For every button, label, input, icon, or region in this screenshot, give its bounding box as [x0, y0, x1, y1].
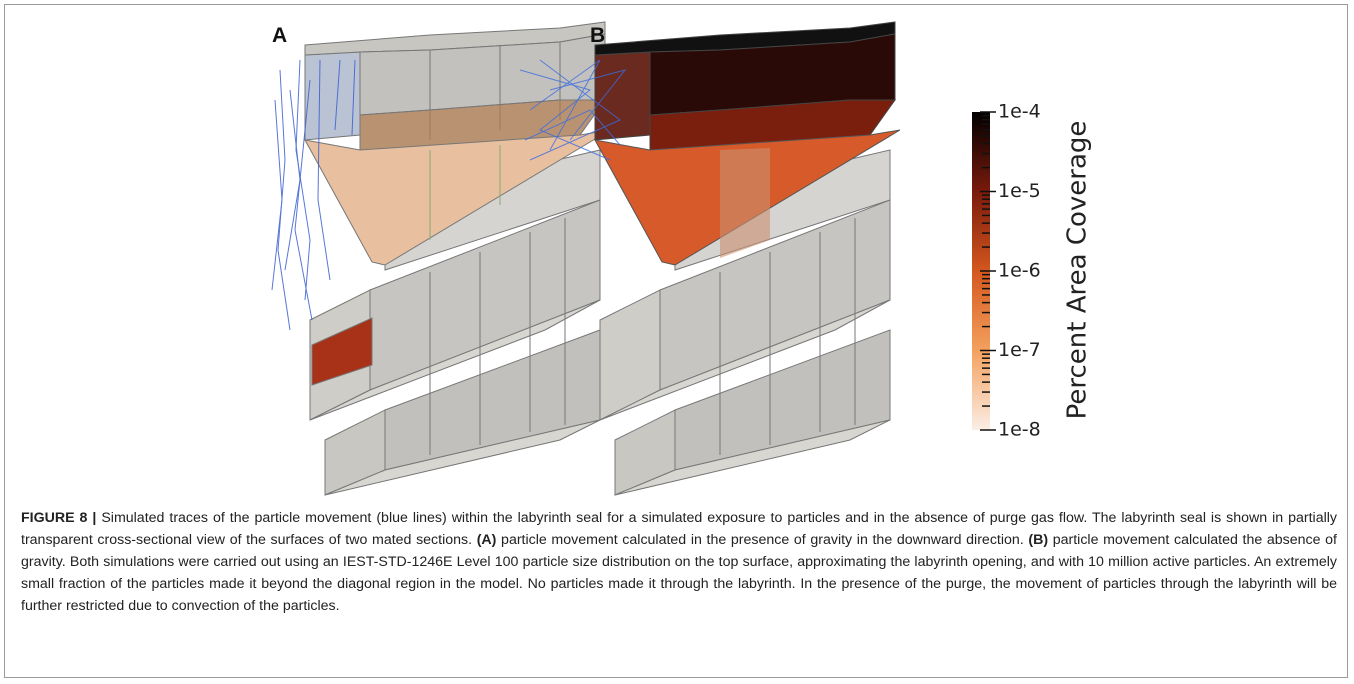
- caption-panel-ref: (B): [1028, 532, 1048, 548]
- caption-text: particle movement calculated in the pres…: [496, 532, 1028, 548]
- colorbar-title: Percent Area Coverage: [1063, 121, 1093, 420]
- panel-label: A: [272, 24, 287, 47]
- tick-label: 1e-4: [998, 101, 1041, 123]
- caption: FIGURE 8 | Simulated traces of the parti…: [21, 507, 1337, 617]
- figure-art: A B 1e-4 1e-5 1e-6 1e-7 1e-8 Percent Area Co…: [0, 0, 1354, 500]
- page: A B 1e-4 1e-5 1e-6 1e-7 1e-8 Percent Area Co…: [0, 0, 1354, 684]
- panel-a-model: [272, 22, 610, 495]
- tick-label: 1e-8: [998, 419, 1041, 441]
- tick-label: 1e-6: [998, 260, 1041, 282]
- caption-panel-ref: (A): [477, 532, 497, 548]
- tick-label: 1e-7: [998, 339, 1041, 361]
- panel-label: B: [590, 24, 605, 47]
- tick-label: 1e-5: [998, 180, 1041, 202]
- caption-label: FIGURE 8 |: [21, 510, 96, 526]
- colorbar: 1e-4 1e-5 1e-6 1e-7 1e-8: [972, 101, 1041, 441]
